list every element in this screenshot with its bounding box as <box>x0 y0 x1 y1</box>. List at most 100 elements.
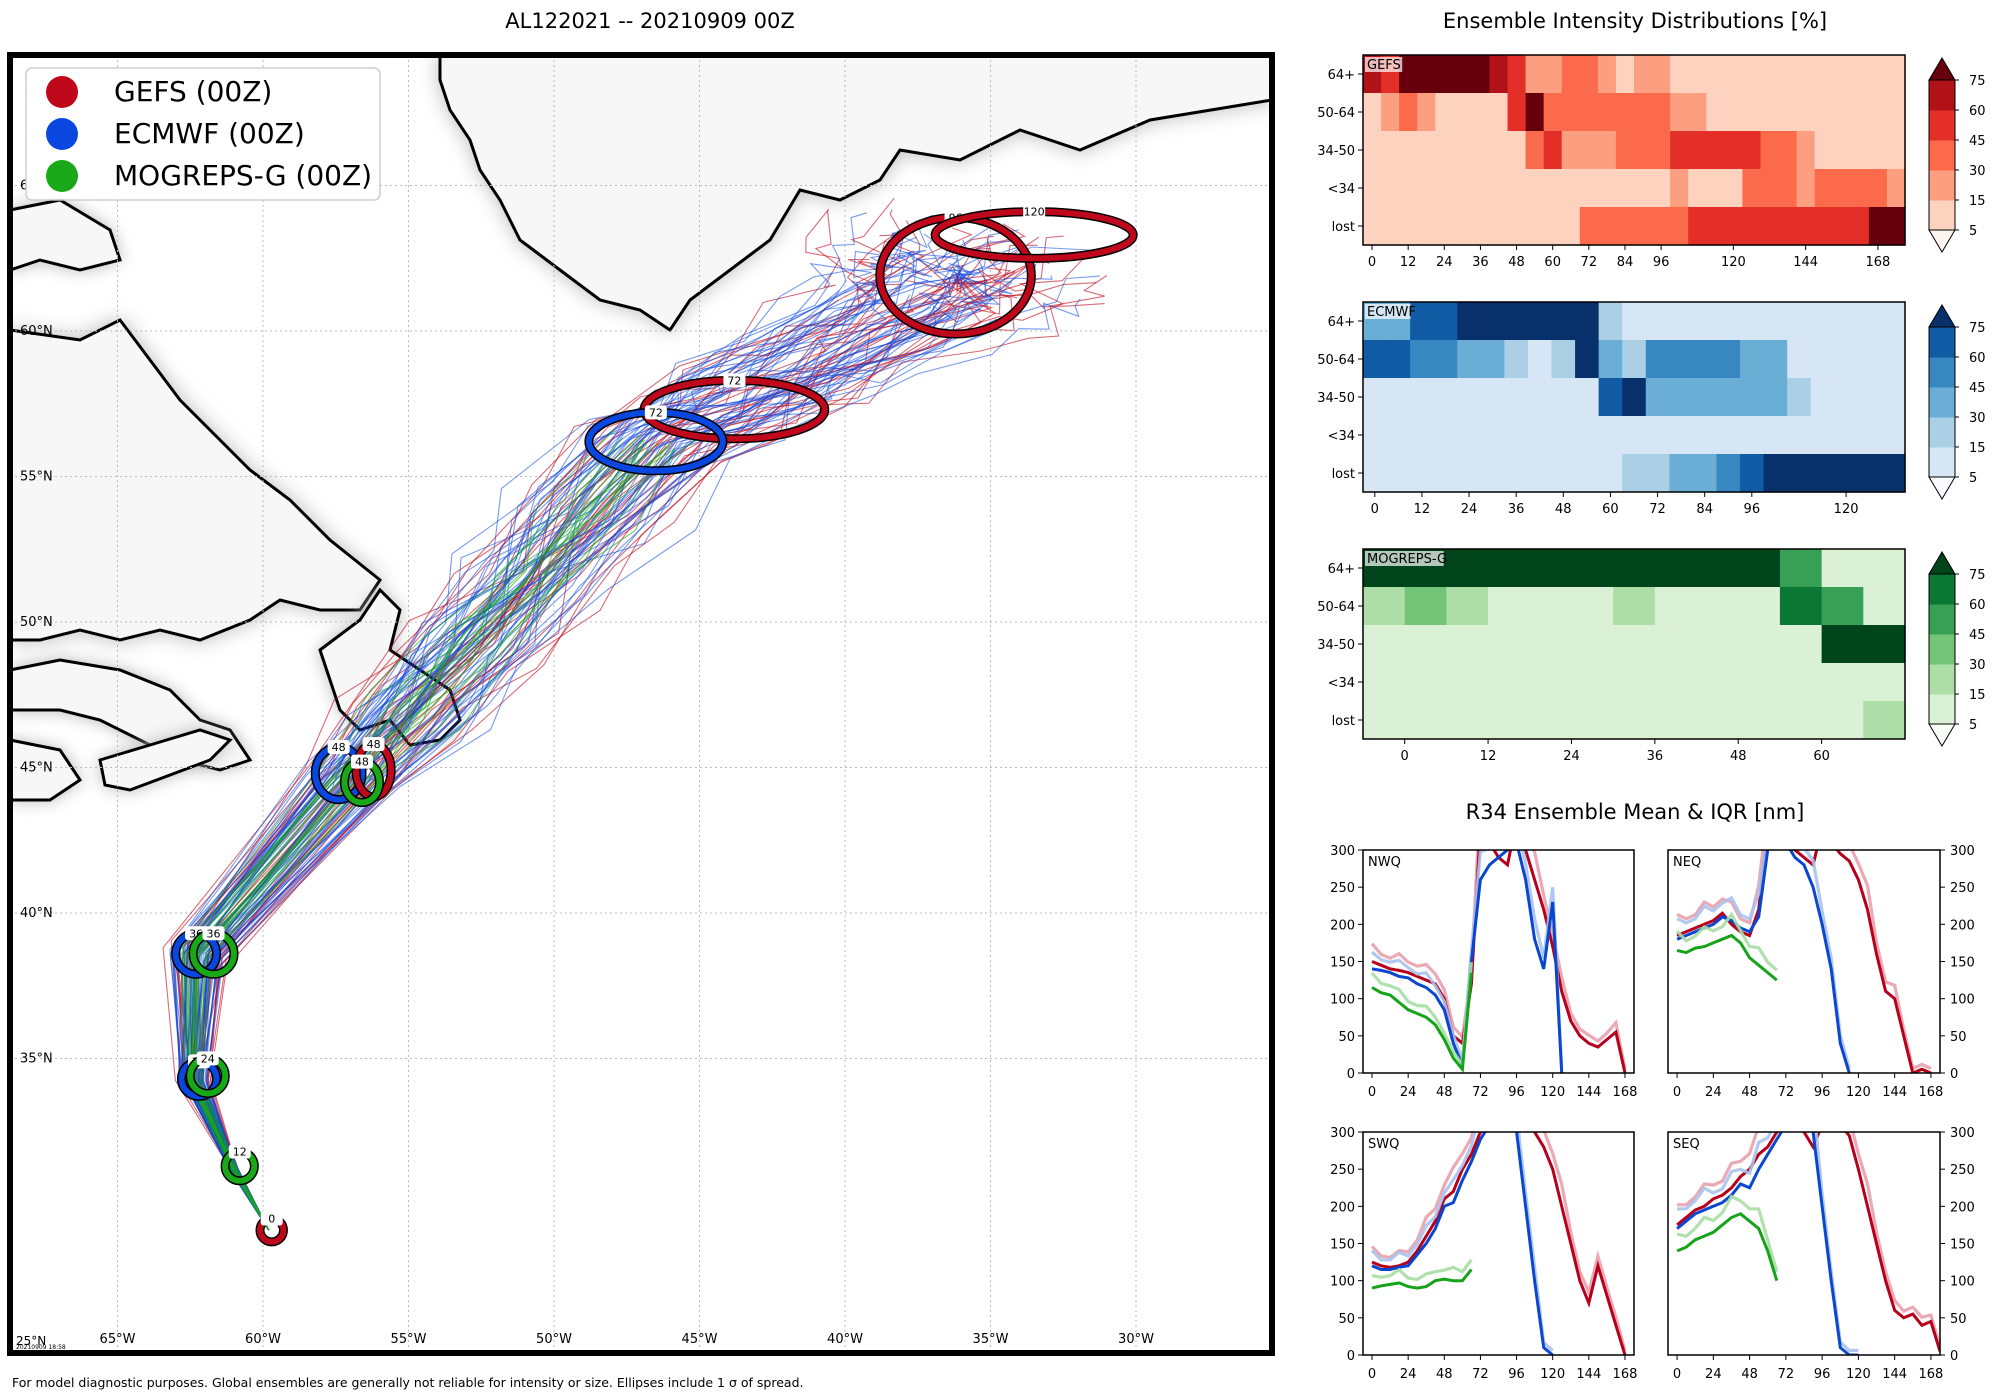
ellipse-hour-label: 36 <box>207 927 221 940</box>
colorbar-top-arrow <box>1928 551 1956 575</box>
heatmap-cell <box>1435 131 1454 170</box>
heatmap-cell <box>1669 416 1694 455</box>
heatmap-cell <box>1598 454 1623 493</box>
colorbar-bottom-arrow <box>1928 229 1956 253</box>
heatmap-cell <box>1363 701 1406 740</box>
r34-ytick-label: 250 <box>1950 881 1975 896</box>
heatmap-cell <box>1433 454 1458 493</box>
heatmap-cell <box>1868 55 1888 94</box>
r34-mean-line-ecmwf <box>1371 1132 1554 1355</box>
heatmap-cell <box>1706 55 1725 94</box>
heatmap-cell <box>1446 663 1489 702</box>
heatmap-cell <box>1363 625 1406 664</box>
colorbar-segment <box>1929 387 1955 418</box>
gefs-track <box>209 275 1108 1231</box>
heatmap-cell <box>1386 340 1411 379</box>
heatmap-cell <box>1561 131 1581 170</box>
heatmap-cell <box>1404 701 1447 740</box>
heatmap-cell <box>1696 625 1739 664</box>
heatmap-cell <box>1863 625 1906 664</box>
r34-panel-nwq: NWQ 0 50 100 150 200 250 300 0 24 48 72 96 120 144 168 <box>1330 844 1637 1100</box>
r34-ytick-label: 100 <box>1950 993 1975 1008</box>
heatmap-cell <box>1471 207 1491 246</box>
r34-ytick-label: 150 <box>1950 1238 1975 1253</box>
heatmap-cell <box>1881 302 1906 341</box>
heatmap-cell <box>1670 169 1689 208</box>
heatmap-cell <box>1742 93 1762 132</box>
heatmap-cell <box>1810 302 1835 341</box>
heatmap-xtick-label: 24 <box>1563 749 1580 764</box>
heatmap-cell <box>1740 302 1765 341</box>
ecmwf-track <box>205 275 1053 1231</box>
lat-tick-label: 35°N <box>20 1052 53 1067</box>
r34-quadrant-label: NEQ <box>1673 855 1701 870</box>
colorbar-bottom-arrow <box>1928 476 1956 500</box>
heatmap-cell <box>1457 340 1482 379</box>
colorbar-top-arrow <box>1928 57 1956 81</box>
heatmap-cell <box>1740 454 1765 493</box>
timestamp: 20210909 18:58 <box>16 1344 66 1351</box>
heatmap-cell <box>1551 416 1576 455</box>
colorbar-segment <box>1929 80 1955 111</box>
heatmap-cell <box>1363 207 1382 246</box>
heatmap-cell <box>1645 302 1670 341</box>
heatmap-cell <box>1724 169 1743 208</box>
ellipse-ecmwf-72: 72 <box>584 405 728 476</box>
heatmap-cell <box>1740 378 1765 417</box>
legend-mogreps-marker <box>46 160 78 192</box>
r34-ytick-label: 0 <box>1950 1349 1958 1364</box>
heatmap-cell <box>1787 416 1812 455</box>
heatmap-cell <box>1613 587 1656 626</box>
heatmap-cell <box>1832 131 1852 170</box>
lat-tick-label: 45°N <box>20 761 53 776</box>
r34-ytick-label: 100 <box>1330 1275 1355 1290</box>
heatmap-name: ECMWF <box>1367 305 1416 320</box>
heatmap-cell <box>1480 454 1505 493</box>
heatmap-row-label: 64+ <box>1328 68 1355 83</box>
heatmap-cell <box>1561 207 1581 246</box>
heatmap-xtick-label: 96 <box>1653 255 1670 270</box>
lat-tick-label: 40°N <box>20 906 53 921</box>
heatmap-cell <box>1652 169 1671 208</box>
heatmap-cell <box>1706 131 1725 170</box>
lat-tick-label: 6 <box>20 179 28 194</box>
labrador-land <box>10 318 383 642</box>
heatmap-cell <box>1857 454 1883 493</box>
ellipse-label-bg <box>327 740 350 755</box>
heatmap-cell <box>1670 93 1689 132</box>
arctic-islands-land <box>10 198 122 272</box>
heatmap-row-label: 34-50 <box>1317 638 1355 653</box>
heatmap-cell <box>1850 207 1870 246</box>
colorbar-tick-label: 15 <box>1969 688 1986 703</box>
heatmap-cell <box>1575 340 1600 379</box>
heatmap-cell <box>1386 454 1411 493</box>
heatmap-cell <box>1561 55 1581 94</box>
heatmap-cell <box>1692 454 1718 493</box>
heatmap-xtick-label: 48 <box>1730 749 1747 764</box>
heatmap-cell <box>1399 207 1418 246</box>
heatmap-cell <box>1669 340 1694 379</box>
heatmap-cell <box>1814 55 1834 94</box>
heatmap-cell <box>1488 549 1531 588</box>
map-content: 01224243636484848727296120 <box>10 55 1272 1353</box>
r34-xtick-label: 24 <box>1400 1367 1417 1382</box>
heatmap-xtick-label: 60 <box>1544 255 1561 270</box>
heatmap-cell <box>1716 302 1741 341</box>
heatmap-cell <box>1579 93 1599 132</box>
heatmap-cell <box>1471 55 1491 94</box>
track-map: 01224243636484848727296120 65°W60°W55°W5… <box>7 52 1275 1356</box>
colorbar-segment <box>1929 664 1955 695</box>
heatmap-cell <box>1738 701 1781 740</box>
heatmap-cell <box>1417 55 1436 94</box>
heatmap-cell <box>1821 587 1864 626</box>
heatmap-row-label: 64+ <box>1328 315 1355 330</box>
r34-ytick-label: 0 <box>1347 1067 1355 1082</box>
ellipse-label-bg <box>228 1144 251 1159</box>
heatmap-cell <box>1457 302 1482 341</box>
map-legend: GEFS (00Z) ECMWF (00Z) MOGREPS-G (00Z) <box>25 67 381 201</box>
footer-note: For model diagnostic purposes. Global en… <box>12 1375 803 1390</box>
heatmap-name-bg <box>1365 551 1444 566</box>
heatmap-cell <box>1435 93 1454 132</box>
heatmap-cell <box>1645 378 1670 417</box>
r34-mean-line-gefs <box>1371 1132 1627 1355</box>
